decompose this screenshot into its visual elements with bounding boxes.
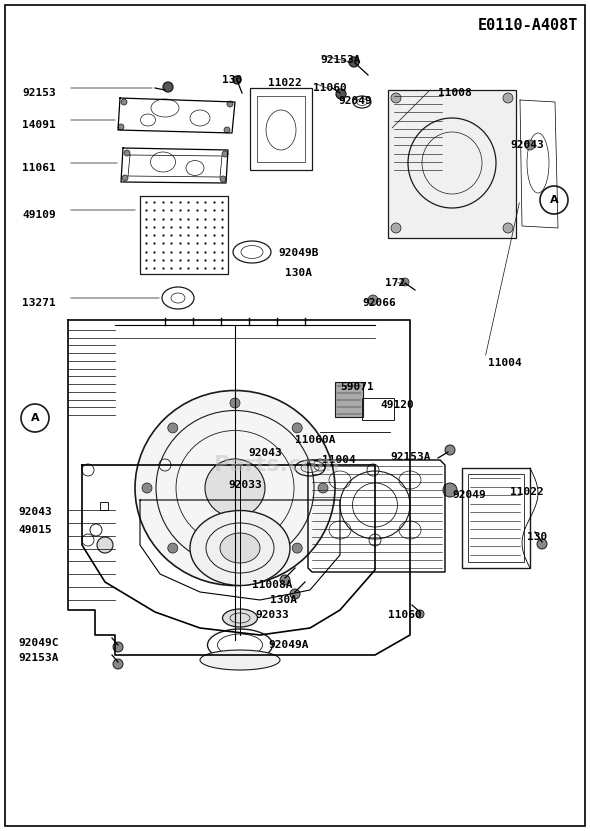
Circle shape xyxy=(121,99,127,105)
Text: 11060: 11060 xyxy=(313,83,347,93)
Circle shape xyxy=(401,278,409,286)
Circle shape xyxy=(97,537,113,553)
Text: 92153A: 92153A xyxy=(18,653,58,663)
Bar xyxy=(257,96,305,162)
Circle shape xyxy=(124,150,130,156)
Text: 14091: 14091 xyxy=(22,120,55,130)
Text: 92033: 92033 xyxy=(255,610,289,620)
Circle shape xyxy=(391,223,401,233)
Text: 92153A: 92153A xyxy=(320,55,360,65)
Circle shape xyxy=(168,543,178,553)
Circle shape xyxy=(222,151,228,157)
Circle shape xyxy=(280,575,290,585)
Circle shape xyxy=(142,483,152,493)
Text: 49120: 49120 xyxy=(380,400,414,410)
Circle shape xyxy=(122,175,128,181)
Text: E0110-A408T: E0110-A408T xyxy=(478,18,578,33)
Text: 11061: 11061 xyxy=(22,163,55,173)
Bar xyxy=(100,502,108,510)
Text: 92043: 92043 xyxy=(18,507,52,517)
Circle shape xyxy=(292,423,302,433)
Text: 172: 172 xyxy=(385,278,405,288)
Ellipse shape xyxy=(190,510,290,586)
Text: 92049: 92049 xyxy=(452,490,486,500)
Text: 49015: 49015 xyxy=(18,525,52,535)
Text: 11060A: 11060A xyxy=(295,435,336,445)
Text: 130: 130 xyxy=(222,75,242,85)
Text: 130A: 130A xyxy=(285,268,312,278)
Bar xyxy=(388,90,516,238)
Ellipse shape xyxy=(222,609,257,627)
Ellipse shape xyxy=(220,533,260,563)
Circle shape xyxy=(368,295,378,305)
Circle shape xyxy=(391,93,401,103)
Text: 92049C: 92049C xyxy=(18,638,58,648)
Circle shape xyxy=(503,93,513,103)
Circle shape xyxy=(336,89,346,99)
Text: 11060: 11060 xyxy=(388,610,422,620)
Circle shape xyxy=(416,610,424,618)
Circle shape xyxy=(163,82,173,92)
Text: 11022: 11022 xyxy=(268,78,301,88)
Circle shape xyxy=(113,659,123,669)
Text: A: A xyxy=(31,413,40,423)
Circle shape xyxy=(224,127,230,133)
Text: Parts.com: Parts.com xyxy=(214,455,340,475)
Circle shape xyxy=(118,124,124,130)
Text: 11008A: 11008A xyxy=(252,580,293,590)
Bar xyxy=(468,474,524,562)
Circle shape xyxy=(537,539,547,549)
Text: 92033: 92033 xyxy=(228,480,262,490)
Text: 92049B: 92049B xyxy=(278,248,319,258)
Circle shape xyxy=(168,423,178,433)
Text: 13271: 13271 xyxy=(22,298,55,308)
Circle shape xyxy=(290,589,300,599)
Circle shape xyxy=(445,445,455,455)
Circle shape xyxy=(233,76,241,84)
Text: 130A: 130A xyxy=(270,595,297,605)
Text: 49109: 49109 xyxy=(22,210,55,220)
Circle shape xyxy=(230,398,240,408)
Bar xyxy=(462,468,530,568)
Text: 92043: 92043 xyxy=(510,140,544,150)
Text: 92066: 92066 xyxy=(362,298,396,308)
Circle shape xyxy=(113,642,123,652)
Text: 59071: 59071 xyxy=(340,382,373,392)
Circle shape xyxy=(230,568,240,578)
Ellipse shape xyxy=(200,650,280,670)
Text: 11004: 11004 xyxy=(488,358,522,368)
Circle shape xyxy=(349,57,359,67)
Bar xyxy=(362,398,394,420)
Ellipse shape xyxy=(205,459,265,517)
Bar xyxy=(140,196,228,274)
Text: 92049: 92049 xyxy=(338,96,372,106)
Text: 130: 130 xyxy=(527,532,548,542)
Bar xyxy=(335,382,363,417)
Text: 92153: 92153 xyxy=(22,88,55,98)
Text: 11008: 11008 xyxy=(438,88,472,98)
Bar xyxy=(250,88,312,170)
Circle shape xyxy=(227,101,233,107)
Text: A: A xyxy=(550,195,558,205)
Text: 11022: 11022 xyxy=(510,487,544,497)
Text: 11004: 11004 xyxy=(322,455,356,465)
Circle shape xyxy=(292,543,302,553)
Text: 92043: 92043 xyxy=(248,448,282,458)
Circle shape xyxy=(525,140,535,150)
Text: 92153A: 92153A xyxy=(390,452,431,462)
Circle shape xyxy=(318,483,328,493)
Circle shape xyxy=(503,223,513,233)
Circle shape xyxy=(443,483,457,497)
Ellipse shape xyxy=(135,391,335,586)
Text: 92049A: 92049A xyxy=(268,640,309,650)
Circle shape xyxy=(220,176,226,182)
